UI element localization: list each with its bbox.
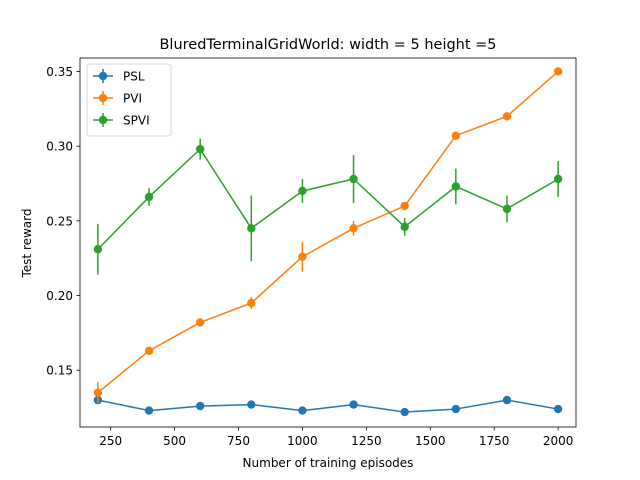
data-point [400,201,409,211]
y-tick-label: 0.15 [46,364,73,378]
axes: 250 500 750 1000 1250 1500 1750 2000 0.15 0.20 0.2… [46,57,577,448]
legend-entry-1: PVI [93,91,142,106]
data-point [502,112,512,121]
x-tick-label: 1000 [287,434,318,448]
x-tick-label: 500 [163,434,186,448]
legend-label: PVI [123,92,142,106]
series-0 [93,395,563,417]
legend: PSL PVI SPVI [86,63,172,137]
series-line [97,148,559,250]
data-point [553,67,563,76]
legend-label: PSL [123,70,145,84]
data-point [247,224,256,233]
data-point [349,400,358,409]
axes-frame [79,57,577,428]
series-line [97,70,559,394]
data-point [247,298,256,308]
data-point [451,404,461,414]
data-point [502,395,512,405]
plot-area [93,67,563,417]
data-point [298,252,307,261]
data-point [502,204,512,214]
data-point [349,174,358,184]
data-point [144,406,154,415]
data-point [247,400,256,409]
data-point [195,318,205,327]
data-point [400,407,409,417]
legend-marker [98,115,108,125]
data-point [195,401,205,411]
legend-box [86,63,172,137]
data-point [451,182,461,191]
data-point [93,245,103,254]
data-point [195,144,205,154]
legend-entry-0: PSL [93,69,145,84]
data-point [400,222,409,232]
data-point [349,224,358,233]
data-point [298,406,307,415]
legend-entry-2: SPVI [93,113,150,128]
x-tick-label: 750 [227,434,250,448]
data-point [451,131,461,140]
y-axis-label: Test reward [20,208,34,278]
x-tick-label: 1750 [479,434,510,448]
data-point [144,346,154,356]
y-tick-label: 0.35 [46,65,73,79]
chart-title: BluredTerminalGridWorld: width = 5 heigh… [159,37,496,53]
series-1 [93,67,563,404]
x-tick-label: 1500 [415,434,446,448]
x-tick-label: 250 [99,434,122,448]
x-tick-label: 2000 [543,434,574,448]
legend-marker [98,71,108,81]
legend-marker [98,93,108,103]
series-2 [93,138,563,275]
y-tick-label: 0.30 [46,140,73,154]
data-point [553,174,563,184]
series-line [97,399,559,413]
x-tick-label: 1250 [351,434,382,448]
data-point [298,186,307,196]
data-point [93,388,103,397]
legend-label: SPVI [123,114,150,128]
data-point [144,192,154,202]
y-tick-label: 0.25 [46,214,73,228]
data-point [553,404,563,414]
y-tick-label: 0.20 [46,289,73,303]
x-axis-label: Number of training episodes [243,456,414,470]
